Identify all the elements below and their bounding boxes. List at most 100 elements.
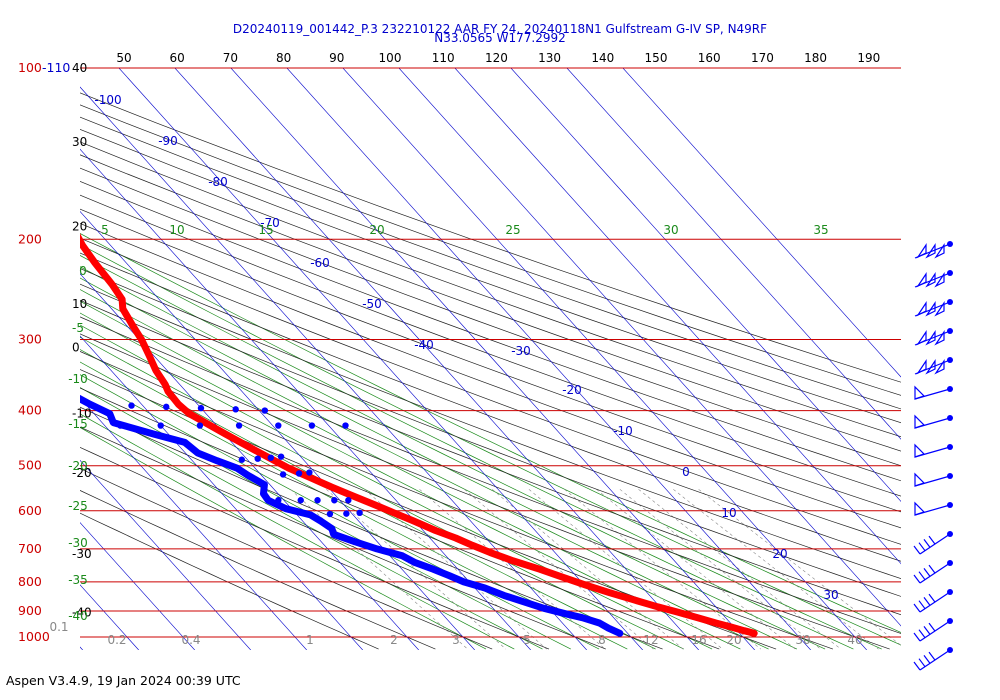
top-temp-label: 110	[432, 51, 455, 65]
dewpoint-point	[197, 404, 205, 412]
height-label: -30	[72, 547, 92, 561]
mixing-ratio-line	[464, 489, 654, 650]
wind-barb	[913, 618, 953, 642]
dewpoint-point	[238, 456, 246, 463]
isotherm-label: -40	[414, 338, 434, 352]
wind-barb	[914, 501, 953, 516]
wind-barb	[914, 241, 953, 259]
dewpoint-point	[86, 401, 94, 408]
pressure-label: 200	[18, 231, 42, 246]
dry-adiabat-line	[80, 446, 550, 650]
isotherm-line	[80, 397, 307, 650]
moist-adiabat-line	[80, 312, 741, 650]
dry-adiabat-line	[80, 299, 901, 616]
dewpoint-point	[128, 402, 135, 409]
isotherm-line	[118, 68, 643, 650]
dry-adiabat-line	[80, 222, 901, 529]
wind-barbs	[913, 241, 953, 671]
wind-barb	[914, 414, 953, 429]
chart-title-line2: N33.0565 W177.2992	[434, 31, 566, 45]
top-temp-label: 50	[116, 51, 131, 65]
top-temp-label: 60	[170, 51, 185, 65]
mixing-ratio-label: 30	[795, 633, 810, 647]
dry-adiabat-line	[80, 268, 901, 580]
dry-adiabat-line	[80, 333, 890, 650]
isotherm-line	[80, 148, 531, 650]
dry-adiabat-line	[80, 351, 834, 650]
wind-barb	[913, 531, 953, 555]
height-label: -40	[72, 605, 92, 619]
top-temp-label: 140	[591, 51, 614, 65]
dewpoint-point	[267, 454, 275, 461]
moist-adiabat-line	[80, 349, 656, 650]
mixing-ratio-label: 0.2	[107, 633, 126, 647]
wind-barb	[914, 443, 953, 458]
moist-adiabat-line	[80, 427, 487, 650]
dewpoint-point	[275, 497, 282, 504]
height-label: 0	[72, 341, 80, 355]
pressure-label: 100	[18, 60, 42, 75]
dewpoint-point	[295, 470, 303, 477]
wind-barb	[914, 328, 953, 346]
dewpoint-point	[308, 422, 316, 429]
isotherm-label: -50	[362, 297, 382, 311]
wind-barb	[914, 299, 953, 317]
moist-adiabat-line	[80, 374, 600, 650]
moist-label-left: -5	[72, 321, 84, 335]
top-temp-label: 130	[538, 51, 561, 65]
pressure-label: 800	[18, 574, 42, 589]
dewpoint-point	[314, 497, 321, 504]
mixing-ratio-label: 1	[306, 633, 314, 647]
pressure-label: 400	[18, 403, 42, 418]
pressure-label: 1000	[18, 629, 50, 644]
isotherm-label: 30	[823, 588, 838, 602]
top-temp-label: 190	[857, 51, 880, 65]
wind-barb	[914, 472, 953, 487]
isobar-lines	[80, 67, 901, 638]
sounding-profiles	[80, 233, 758, 637]
dewpoint-point	[307, 511, 314, 519]
isotherm-lines	[80, 68, 901, 650]
mixing-ratio-line	[673, 489, 879, 650]
height-label: -10	[72, 407, 92, 421]
isotherm-label: 0	[682, 465, 690, 479]
mixing-ratio-line	[638, 489, 842, 650]
dewpoint-profile-line	[80, 394, 624, 637]
moist-label-top: 30	[663, 223, 678, 237]
moist-label-left: -40	[68, 609, 88, 623]
isotherm-line	[286, 68, 811, 650]
dewpoint-point	[343, 510, 350, 517]
moist-label-left: -35	[68, 573, 88, 587]
isotherm-line	[230, 68, 755, 650]
dewpoint-point	[279, 471, 287, 478]
top-temp-label: 120	[485, 51, 508, 65]
isotherm-label: -90	[158, 134, 178, 148]
dry-adiabat-line	[80, 512, 379, 650]
top-temp-label: 180	[804, 51, 827, 65]
moist-label-top: 35	[813, 223, 828, 237]
wind-barb	[913, 560, 953, 584]
wind-barb	[913, 647, 953, 671]
isotherm-line	[510, 68, 901, 502]
moist-adiabat-line	[80, 255, 882, 650]
mixing-ratio-label: 0.4	[181, 633, 200, 647]
dewpoint-point	[345, 497, 352, 504]
dry-adiabat-line	[80, 237, 901, 545]
moist-label-left: -15	[68, 417, 88, 431]
dry-adiabat-line	[80, 208, 901, 513]
isotherm-line	[622, 68, 901, 378]
dry-adiabat-lines	[80, 92, 901, 650]
pressure-label: 600	[18, 503, 42, 518]
isotherm-label: -100	[94, 93, 121, 107]
dewpoint-point	[275, 422, 282, 429]
mixing-ratio-label: 20	[726, 633, 741, 647]
dewpoint-point	[232, 406, 239, 413]
isotherm-label: 20	[772, 547, 787, 561]
mixing-ratio-label: 2	[390, 633, 398, 647]
dewpoint-point	[244, 472, 252, 479]
dewpoint-point	[254, 455, 261, 462]
moist-adiabat-line	[80, 413, 515, 650]
dry-adiabat-line	[80, 141, 901, 438]
isotherm-line	[80, 522, 195, 650]
